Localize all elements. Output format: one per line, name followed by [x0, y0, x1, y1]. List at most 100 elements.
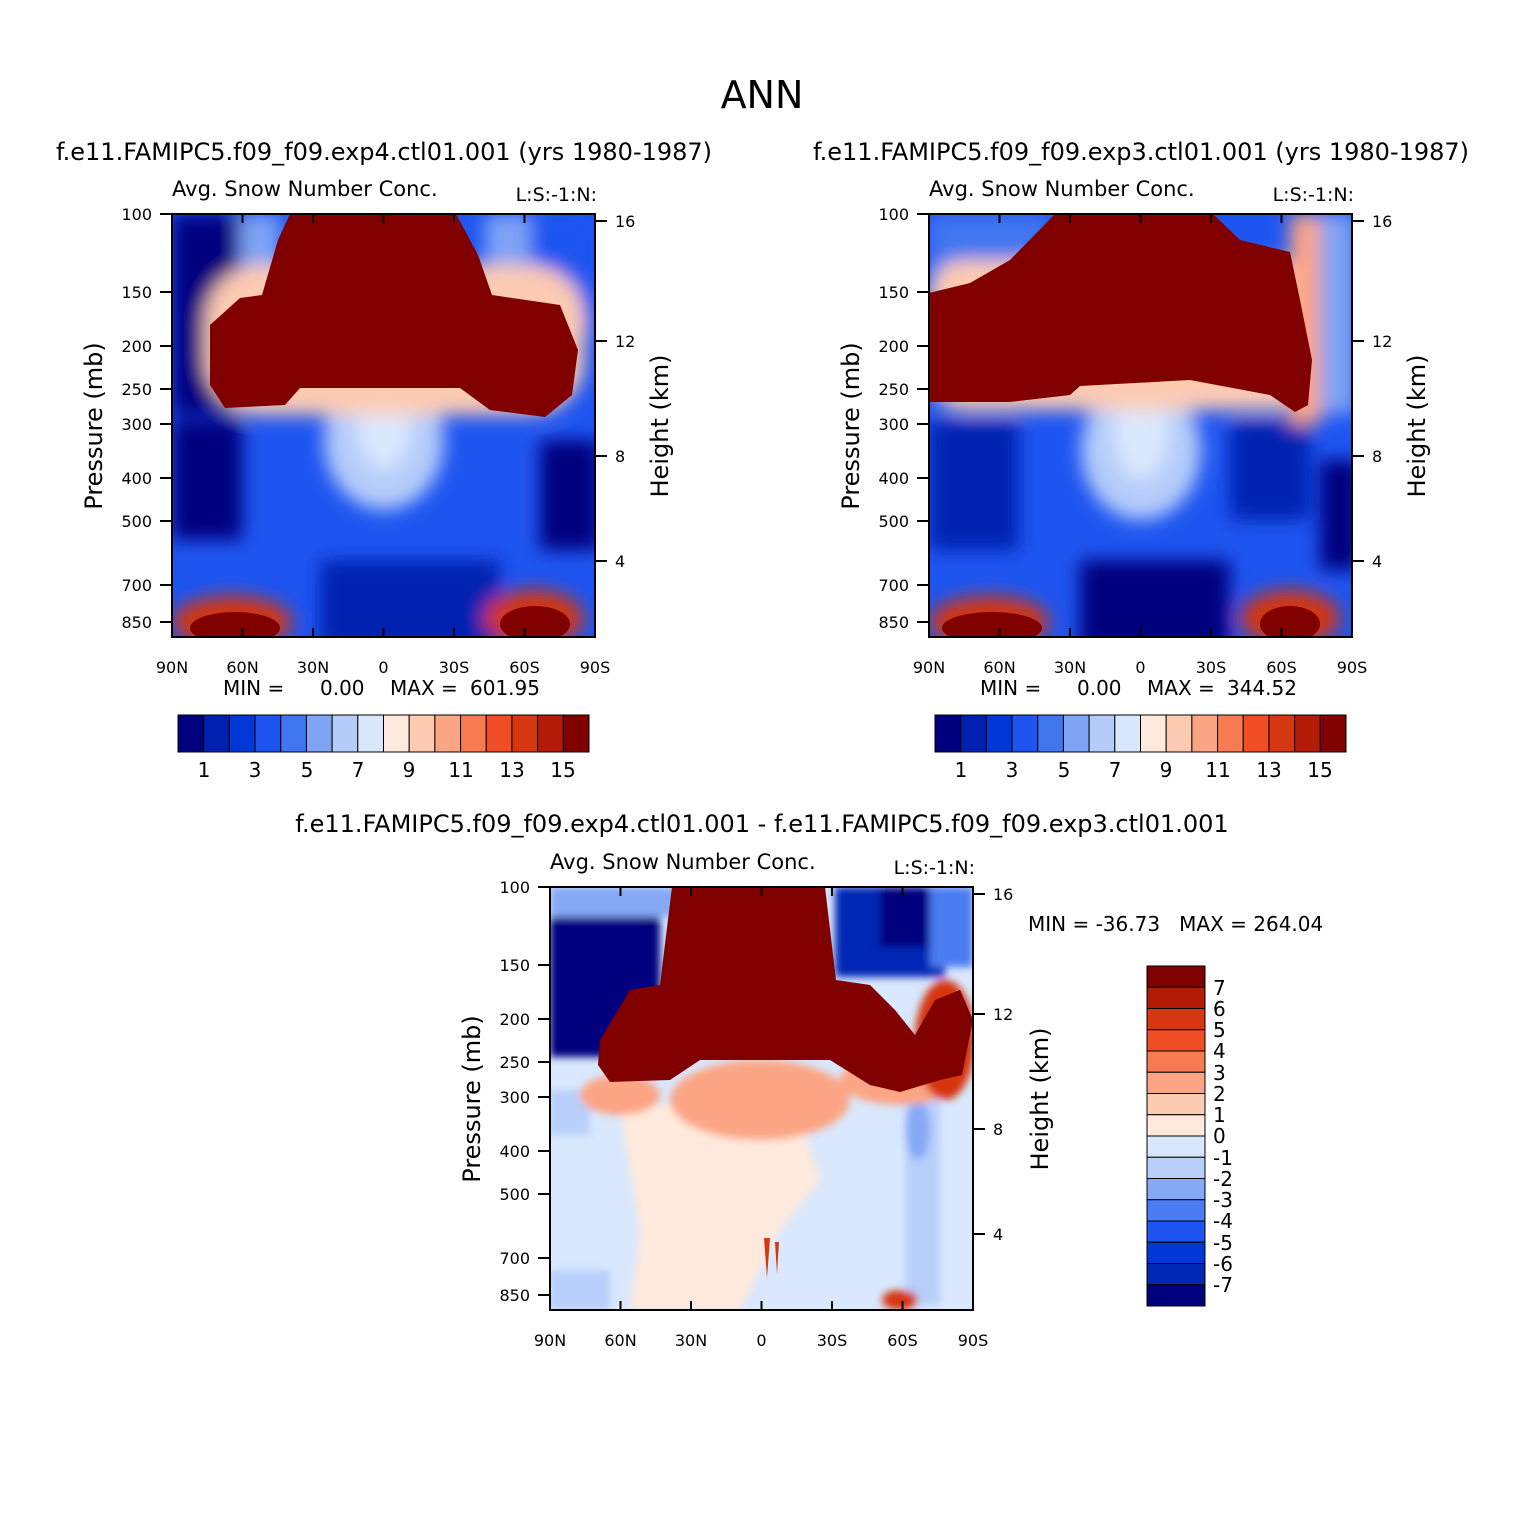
- colorbar-label: 11: [1205, 758, 1230, 782]
- y-tick-label: 250: [121, 380, 152, 399]
- colorbar-swatch: [1146, 1135, 1206, 1158]
- corner-label: L:S:-1:N:: [1273, 184, 1354, 206]
- colorbar-label: 7: [1109, 758, 1122, 782]
- colorbar-swatch: [1191, 714, 1219, 753]
- y-tick-label: 300: [121, 415, 152, 434]
- colorbar-label: 3: [1213, 1061, 1226, 1085]
- y-tick-label: 100: [121, 205, 152, 224]
- corner-label: L:S:-1:N:: [894, 857, 975, 879]
- colorbar-swatch: [357, 714, 384, 753]
- y2-tick-label: 4: [615, 552, 625, 571]
- min-value: 0.00: [320, 676, 365, 700]
- x-tick-label: 90N: [913, 658, 945, 677]
- x-tick-label: 0: [756, 1331, 766, 1350]
- colorbar-label: 13: [1256, 758, 1281, 782]
- colorbar-swatch: [537, 714, 564, 753]
- colorbar-label: 7: [352, 758, 365, 782]
- colorbar-label: -4: [1213, 1209, 1233, 1233]
- x-tick-label: 30N: [675, 1331, 707, 1350]
- x-tick-label: 60S: [1266, 658, 1297, 677]
- colorbar-label: 4: [1213, 1039, 1226, 1063]
- min-value: 0.00: [1077, 676, 1122, 700]
- y-axis-label: Pressure (mb): [80, 342, 108, 509]
- y2-tick-label: 4: [1372, 552, 1382, 571]
- panel-exp4: f.e11.FAMIPC5.f09_f09.exp4.ctl01.001 (yr…: [56, 138, 712, 782]
- y-tick-label: 150: [499, 956, 530, 975]
- contour-field: [172, 214, 595, 637]
- y2-axis: 16 12 8 4 Height (km): [595, 212, 674, 571]
- y-tick-label: 200: [121, 337, 152, 356]
- panel-title: f.e11.FAMIPC5.f09_f09.exp3.ctl01.001 (yr…: [813, 138, 1469, 166]
- colorbar-label: 11: [448, 758, 473, 782]
- variable-label: Avg. Snow Number Conc.: [929, 177, 1195, 201]
- max-value: 344.52: [1227, 676, 1297, 700]
- colorbar-swatch: [1088, 714, 1116, 753]
- y-tick-label: 200: [878, 337, 909, 356]
- colorbar-swatch: [562, 714, 590, 753]
- max-label: MAX =: [390, 676, 458, 700]
- colorbar-label: 1: [1213, 1103, 1226, 1127]
- colorbar-swatch: [1146, 1029, 1206, 1052]
- colorbar-label: -7: [1213, 1273, 1233, 1297]
- y-tick-label: 700: [499, 1249, 530, 1268]
- colorbar-swatch: [408, 714, 436, 753]
- x-tick-label: 60S: [509, 658, 540, 677]
- colorbar-swatch: [1319, 714, 1347, 753]
- y-tick-label: 250: [878, 380, 909, 399]
- colorbar-label: 9: [403, 758, 416, 782]
- x-tick-label: 60N: [983, 658, 1015, 677]
- y2-tick-label: 16: [1372, 212, 1392, 231]
- y2-axis: 16 12 8 4 Height (km): [973, 885, 1054, 1244]
- colorbar-label: -6: [1213, 1252, 1233, 1276]
- y-tick-label: 500: [878, 512, 909, 531]
- max-label: MAX =: [1147, 676, 1215, 700]
- colorbar-swatch: [1114, 714, 1141, 753]
- variable-label: Avg. Snow Number Conc.: [172, 177, 438, 201]
- x-axis: 90N 60N 30N 0 30S 60S 90S: [534, 887, 988, 1350]
- panel-difference: f.e11.FAMIPC5.f09_f09.exp4.ctl01.001 - f…: [295, 810, 1323, 1350]
- x-tick-label: 90S: [958, 1331, 989, 1350]
- colorbar-swatch: [1146, 1114, 1206, 1137]
- corner-label: L:S:-1:N:: [516, 184, 597, 206]
- colorbar-swatch: [485, 714, 513, 753]
- colorbar-label: -2: [1213, 1167, 1233, 1191]
- colorbar-label: -5: [1213, 1231, 1233, 1255]
- colorbar-label: 3: [249, 758, 262, 782]
- y2-tick-label: 16: [615, 212, 635, 231]
- colorbar-label: 6: [1213, 997, 1226, 1021]
- x-tick-label: 0: [378, 658, 388, 677]
- x-tick-label: 60N: [604, 1331, 636, 1350]
- colorbar-swatch: [985, 714, 1013, 753]
- colorbar-swatch: [254, 714, 282, 753]
- y-tick-label: 150: [121, 283, 152, 302]
- colorbar: [177, 714, 590, 753]
- colorbar-swatch: [1146, 1093, 1206, 1116]
- y-axis: 100 150 200 250 300 400 500 700 850 Pres…: [458, 878, 550, 1305]
- min-max-text: MIN = -36.73 MAX = 264.04: [1028, 912, 1323, 936]
- y-tick-label: 300: [878, 415, 909, 434]
- y-tick-label: 500: [121, 512, 152, 531]
- colorbar-labels: 1 3 5 7 9 11 13 15: [198, 758, 576, 782]
- y-tick-label: 400: [121, 469, 152, 488]
- y2-axis: 16 12 8 4 Height (km): [1352, 212, 1431, 571]
- y2-tick-label: 12: [615, 332, 635, 351]
- y-tick-label: 400: [878, 469, 909, 488]
- colorbar-swatch: [305, 714, 333, 753]
- y2-tick-label: 8: [615, 447, 625, 466]
- colorbar-swatch: [1062, 714, 1090, 753]
- colorbar-swatch: [1146, 1263, 1206, 1286]
- y-tick-label: 100: [878, 205, 909, 224]
- y-tick-label: 250: [499, 1053, 530, 1072]
- colorbar-label: 2: [1213, 1082, 1226, 1106]
- colorbar-swatch: [177, 714, 205, 753]
- x-tick-label: 90S: [1337, 658, 1368, 677]
- colorbar: [1146, 965, 1206, 1307]
- y-tick-label: 150: [878, 283, 909, 302]
- x-tick-label: 30S: [1196, 658, 1227, 677]
- colorbar-label: 3: [1006, 758, 1019, 782]
- x-tick-label: 90N: [156, 658, 188, 677]
- colorbar-swatch: [1011, 714, 1039, 753]
- colorbar-swatch: [1146, 1050, 1206, 1073]
- x-axis: 90N 60N 30N 0 30S 60S 90S: [156, 214, 610, 677]
